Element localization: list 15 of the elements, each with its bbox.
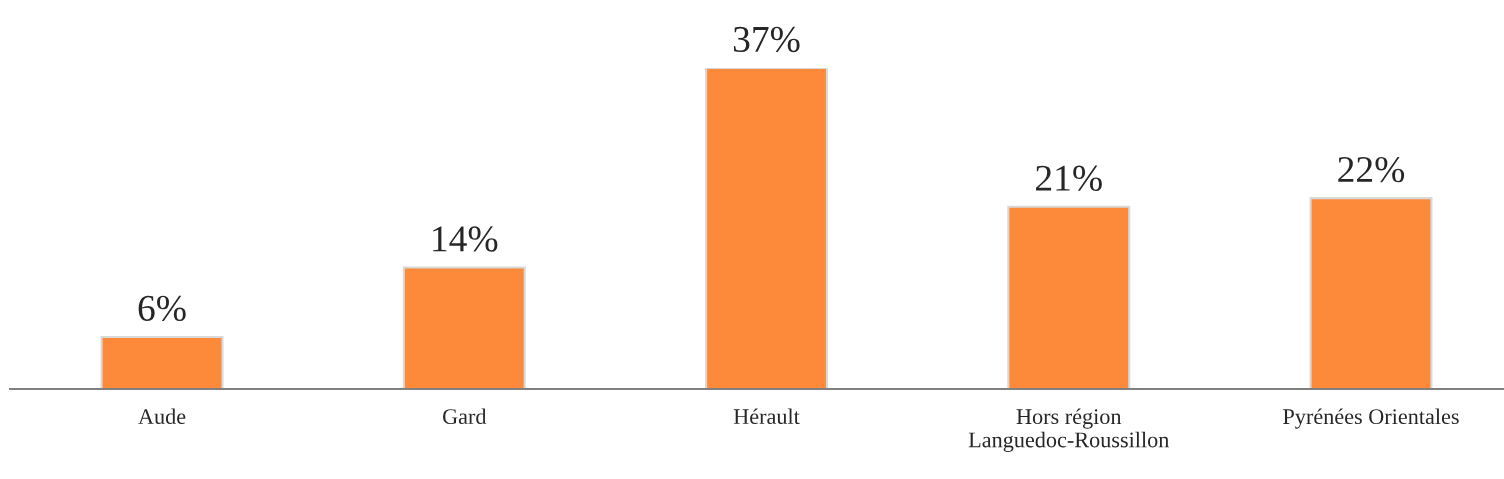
x-tick-label: Pyrénées Orientales	[1283, 408, 1459, 429]
data-label: 37%	[733, 26, 800, 53]
x-tick-label: Hérault	[733, 408, 800, 425]
bar	[100, 335, 224, 389]
data-label: 21%	[1036, 165, 1102, 191]
x-tick-label: Gard	[442, 408, 487, 425]
data-label: 6%	[138, 295, 186, 322]
data-label: 22%	[1338, 156, 1405, 183]
x-tick-label: Hors région Languedoc-Roussillon	[968, 408, 1170, 452]
bar	[705, 68, 829, 389]
data-label: 14%	[433, 226, 498, 252]
bar	[1309, 197, 1433, 389]
bar	[1007, 205, 1131, 389]
x-tick-label: Aude	[138, 408, 186, 425]
bar	[402, 266, 526, 389]
